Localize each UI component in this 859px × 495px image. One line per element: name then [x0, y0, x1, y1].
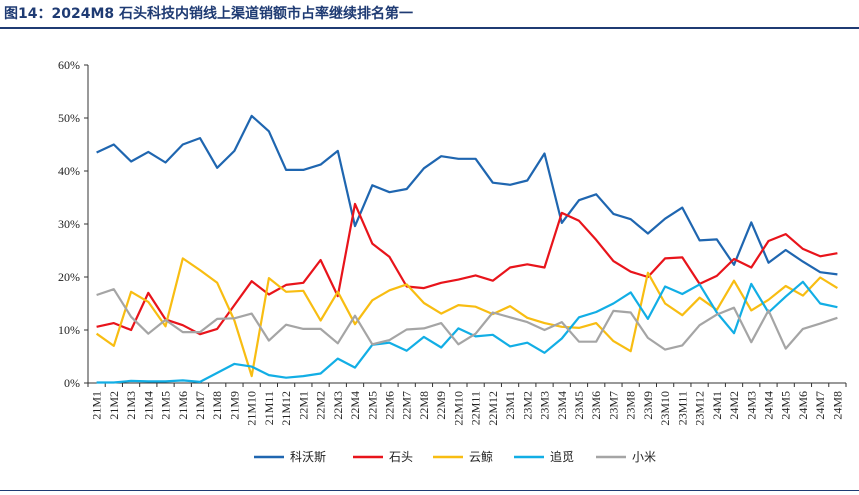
series-line-小米 [96, 288, 838, 351]
y-tick-label: 0% [64, 376, 80, 390]
x-tick-label: 24M4 [761, 391, 775, 420]
x-tick-label: 23M3 [538, 391, 552, 420]
legend-label: 石头 [389, 450, 413, 464]
y-tick-label: 20% [58, 270, 80, 284]
figure-title: 图14：2024M8 石头科技内销线上渠道销额市占率继续排名第一 [4, 6, 413, 22]
x-tick-label: 21M1 [90, 391, 104, 420]
x-tick-label: 22M4 [348, 391, 362, 420]
x-tick-label: 24M6 [796, 391, 810, 420]
x-tick-label: 23M12 [693, 391, 707, 426]
x-tick-label: 21M10 [245, 391, 259, 426]
x-tick-label: 22M11 [469, 391, 483, 425]
x-tick-label: 22M12 [486, 391, 500, 426]
x-tick-label: 21M2 [107, 391, 121, 420]
chart-axes [87, 65, 846, 384]
x-tick-label: 22M7 [400, 391, 414, 420]
x-tick-label: 23M10 [658, 391, 672, 426]
series-line-石头 [96, 202, 838, 336]
x-tick-label: 21M4 [141, 391, 155, 420]
legend-label: 追觅 [550, 449, 574, 464]
series-lines [95, 114, 838, 384]
x-tick-label: 21M12 [279, 391, 293, 426]
x-tick-label: 23M6 [589, 391, 603, 420]
legend-label: 小米 [632, 450, 656, 464]
x-tick-label: 21M9 [227, 391, 241, 420]
x-tick-label: 23M9 [641, 391, 655, 420]
x-tick-label: 23M5 [572, 391, 586, 420]
y-axis-ticks: 0% 10% 20% 30% 40% 50% 60% [58, 58, 88, 390]
x-tick-label: 23M1 [503, 391, 517, 420]
series-line-追觅 [96, 280, 838, 384]
x-tick-label: 22M3 [331, 391, 345, 420]
x-tick-label: 22M10 [451, 391, 465, 426]
series-line-云鲸 [95, 257, 838, 378]
x-axis-ticks: 21M1 21M2 21M3 21M4 21M5 21M6 21M7 21M8 21M9 21M1… [87, 383, 847, 426]
x-tick-label: 21M8 [210, 391, 224, 420]
x-tick-label: 22M9 [434, 391, 448, 420]
x-tick-label: 22M8 [417, 391, 431, 420]
x-tick-label: 22M5 [365, 391, 379, 420]
x-tick-label: 24M1 [710, 391, 724, 420]
x-tick-label: 21M11 [262, 391, 276, 425]
x-tick-label: 22M6 [382, 391, 396, 420]
x-tick-label: 24M5 [779, 391, 793, 420]
bottom-rule [0, 490, 859, 491]
legend-label: 科沃斯 [290, 450, 326, 464]
legend-label: 云鲸 [469, 449, 493, 464]
series-line-科沃斯 [96, 114, 838, 276]
x-tick-label: 23M4 [555, 391, 569, 420]
x-tick-label: 22M1 [296, 391, 310, 420]
x-tick-label: 23M11 [675, 391, 689, 425]
x-tick-label: 21M5 [159, 391, 173, 420]
x-tick-label: 24M7 [813, 391, 827, 420]
x-tick-label: 23M2 [520, 391, 534, 420]
x-tick-label: 24M8 [830, 391, 844, 420]
x-tick-label: 21M3 [124, 391, 138, 420]
y-tick-label: 10% [58, 323, 80, 337]
x-tick-label: 23M7 [606, 391, 620, 420]
x-tick-label: 21M7 [193, 391, 207, 420]
y-tick-label: 40% [58, 164, 80, 178]
x-tick-label: 24M2 [727, 391, 741, 420]
y-tick-label: 60% [58, 58, 80, 72]
chart-legend: 科沃斯 石头 云鲸 追觅 小米 [254, 449, 656, 464]
x-tick-label: 22M2 [314, 391, 328, 420]
title-underline [0, 27, 859, 29]
y-tick-label: 50% [58, 111, 80, 125]
x-tick-label: 21M6 [176, 391, 190, 420]
x-tick-label: 24M3 [744, 391, 758, 420]
y-tick-label: 30% [58, 217, 80, 231]
x-tick-label: 23M8 [624, 391, 638, 420]
